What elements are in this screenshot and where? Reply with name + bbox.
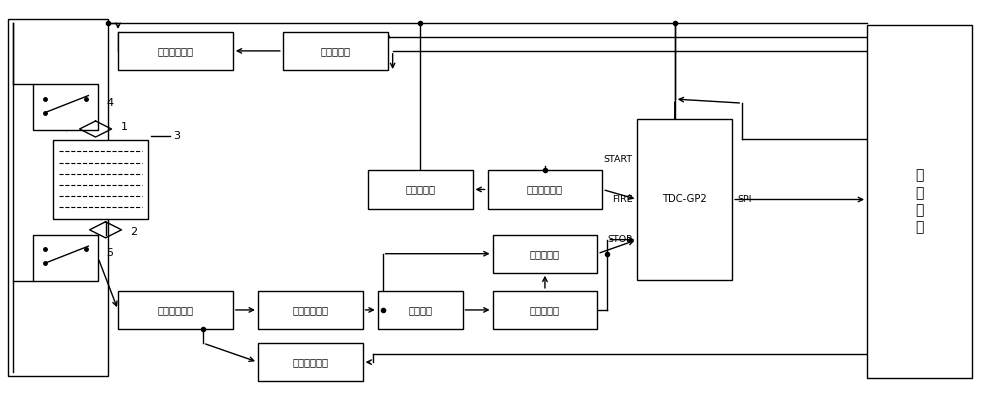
Text: 微
处
理
器: 微 处 理 器 [915, 168, 924, 235]
Text: 滤波放大电路: 滤波放大电路 [157, 305, 193, 315]
Text: 波形整形电路: 波形整形电路 [527, 185, 563, 195]
Text: SPI: SPI [737, 195, 752, 204]
Bar [368, 170, 473, 208]
Text: 1: 1 [121, 122, 128, 132]
Bar [283, 32, 388, 70]
Bar [637, 119, 732, 280]
Text: 第二计数器: 第二计数器 [530, 305, 560, 315]
Bar [258, 343, 363, 381]
Text: 2: 2 [131, 227, 138, 237]
Bar [378, 291, 463, 329]
Text: TDC-GP2: TDC-GP2 [662, 195, 707, 204]
Text: 驱动放大电路: 驱动放大电路 [157, 46, 193, 56]
Text: 幅度采集电路: 幅度采集电路 [292, 357, 328, 367]
Bar [53, 140, 148, 218]
Text: 控制门电路: 控制门电路 [320, 46, 350, 56]
Bar [258, 291, 363, 329]
Bar [493, 291, 597, 329]
Bar [33, 84, 98, 130]
Bar [118, 291, 233, 329]
Text: 与门电路: 与门电路 [408, 305, 432, 315]
Text: START: START [603, 155, 632, 164]
Text: 4: 4 [106, 98, 113, 108]
Text: STOP: STOP [607, 235, 632, 244]
Text: 过零比较电路: 过零比较电路 [292, 305, 328, 315]
Text: 第三计数器: 第三计数器 [530, 249, 560, 259]
Bar [493, 235, 597, 273]
Text: 3: 3 [173, 131, 180, 141]
Text: 5: 5 [106, 248, 113, 258]
Bar [8, 19, 108, 376]
Text: 第一计数器: 第一计数器 [405, 185, 435, 195]
Bar [867, 25, 972, 378]
Bar [488, 170, 602, 208]
Bar [33, 235, 98, 281]
Bar [118, 32, 233, 70]
Text: FIRE: FIRE [612, 195, 632, 204]
